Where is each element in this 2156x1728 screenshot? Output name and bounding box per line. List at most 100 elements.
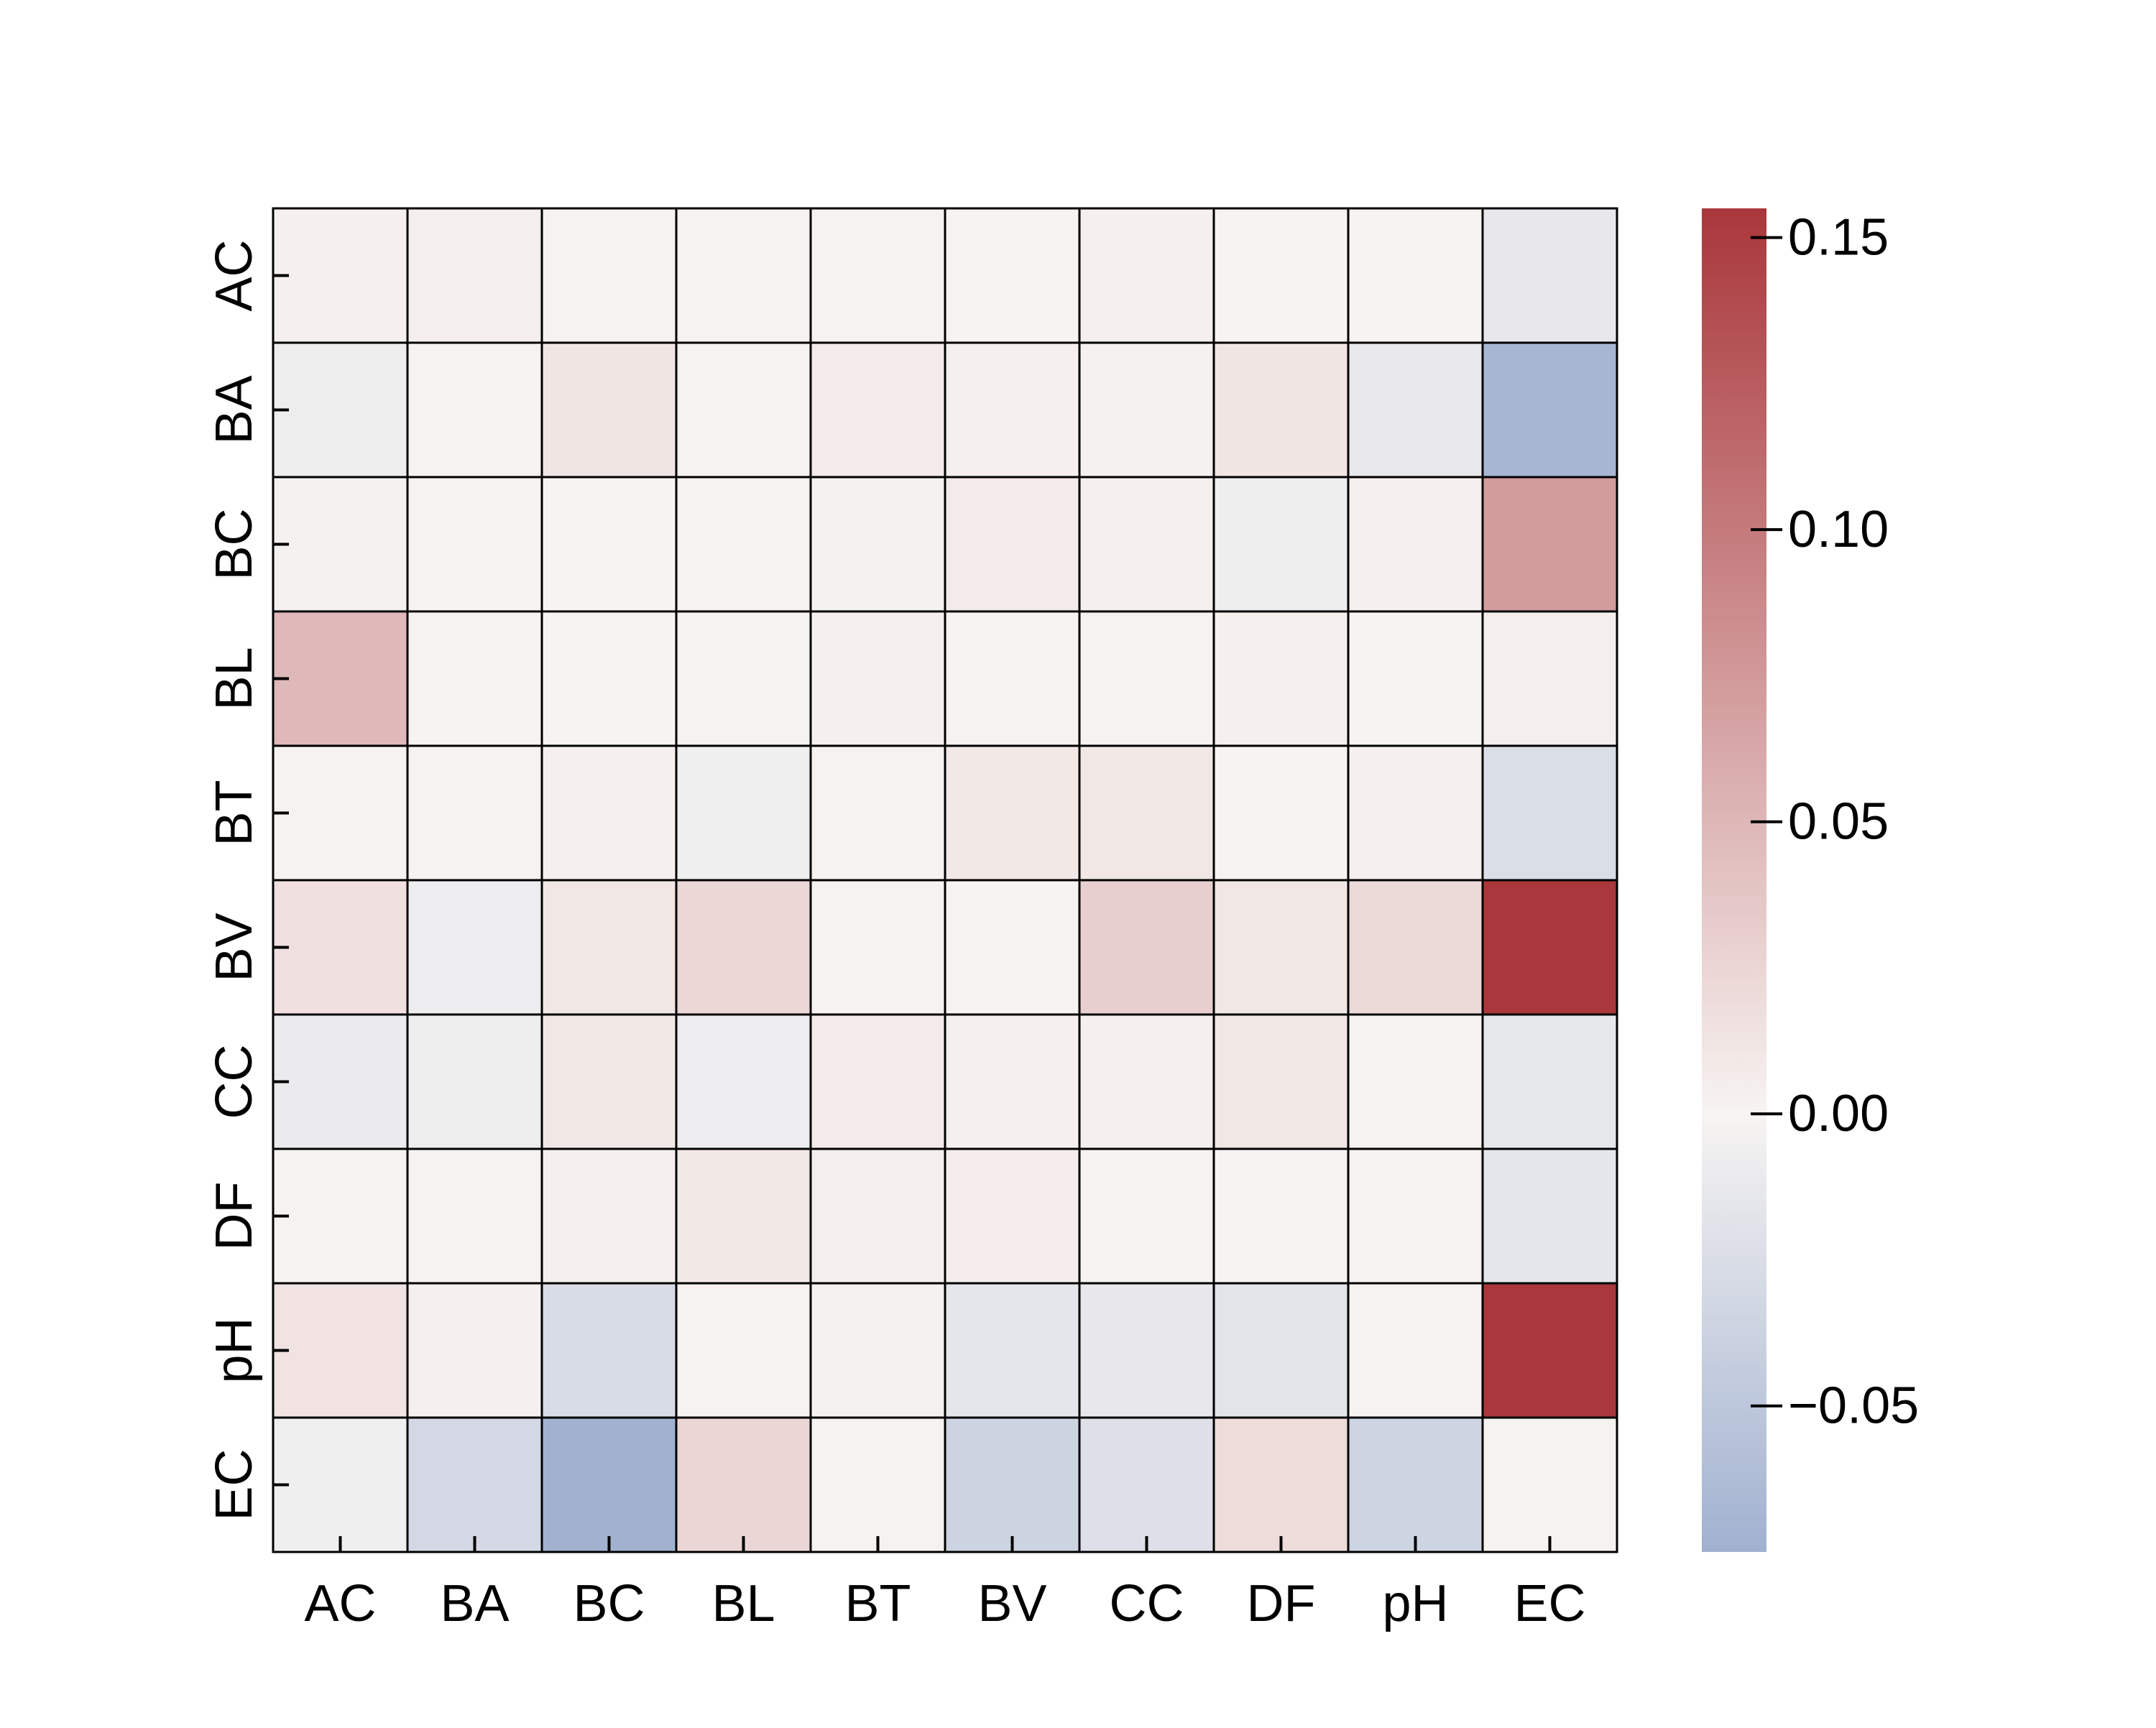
y-tick-label-BA: BA [206,375,263,444]
heatmap-cell-AC-AC [272,207,409,344]
heatmap-cell-BV-BT [809,879,946,1016]
y-tick-label-EC: EC [206,1449,263,1520]
heatmap-cell-BC-pH [1347,476,1484,613]
x-tick-label-BC: BC [573,1575,645,1632]
heatmap-cell-CC-AC [272,1013,409,1150]
x-axis: AC BA BC BL BT BV CC DF pH EC [304,1536,1586,1632]
colorbar-tick-label-4: 0.15 [1788,209,1889,267]
heatmap-cell-AC-BA [406,207,543,344]
heatmap-cell-EC-AC [272,1416,409,1553]
heatmap-cell-EC-BV [944,1416,1081,1553]
heatmap-cell-DF-DF [1212,1147,1350,1285]
x-tick-label-AC: AC [304,1575,376,1632]
heatmap-cell-BA-EC [1481,341,1618,479]
heatmap-cell-BA-AC [272,341,409,479]
heatmap-cell-BV-BC [540,879,678,1016]
heatmap-cell-EC-CC [1078,1416,1215,1553]
heatmap-cell-BA-BC [540,341,678,479]
heatmap-cell-pH-CC [1078,1282,1215,1419]
x-tick-label-CC: CC [1110,1575,1184,1632]
heatmap-cell-BL-CC [1078,610,1215,747]
colorbar-tick-label-3: 0.10 [1788,501,1889,558]
heatmap-cell-BA-BV [944,341,1081,479]
y-axis: AC BA BC BL BT BV CC DF pH EC [206,239,289,1521]
y-tick-label-BL: BL [206,647,263,710]
heatmap-cell-BV-pH [1347,879,1484,1016]
colorbar-gradient-bar [1702,208,1766,1552]
heatmap-cell-AC-DF [1212,207,1350,344]
heatmap-cell-BC-AC [272,476,409,613]
heatmap-cell-BV-DF [1212,879,1350,1016]
y-tick-label-pH: pH [206,1317,263,1383]
heatmap-cell-pH-DF [1212,1282,1350,1419]
heatmap-cell-BT-BA [406,744,543,882]
heatmap-cell-DF-AC [272,1147,409,1285]
heatmap-cell-BA-CC [1078,341,1215,479]
heatmap-cell-pH-BV [944,1282,1081,1419]
heatmap-cell-AC-EC [1481,207,1618,344]
heatmap-cell-BL-DF [1212,610,1350,747]
x-tick-label-BA: BA [440,1575,509,1632]
heatmap-cell-EC-BL [675,1416,812,1553]
heatmap-cell-BV-BL [675,879,812,1016]
heatmap-cell-CC-BL [675,1013,812,1150]
heatmap-cell-BT-BT [809,744,946,882]
y-tick-label-BT: BT [206,780,263,846]
x-tick-label-EC: EC [1514,1575,1585,1632]
heatmap-cell-BA-DF [1212,341,1350,479]
heatmap-cell-AC-BV [944,207,1081,344]
heatmap-cell-BC-BC [540,476,678,613]
heatmap-cell-CC-pH [1347,1013,1484,1150]
y-tick-label-DF: DF [206,1182,263,1251]
heatmap-cell-BL-BL [675,610,812,747]
heatmap-cells [272,207,1618,1553]
heatmap-cell-EC-pH [1347,1416,1484,1553]
heatmap-cell-DF-BL [675,1147,812,1285]
heatmap-cell-EC-BC [540,1416,678,1553]
heatmap-cell-DF-BV [944,1147,1081,1285]
heatmap-cell-BC-BL [675,476,812,613]
heatmap-cell-BT-CC [1078,744,1215,882]
heatmap-cell-pH-BL [675,1282,812,1419]
heatmap-cell-BC-BT [809,476,946,613]
heatmap-cell-AC-BT [809,207,946,344]
heatmap-cell-BV-BV [944,879,1081,1016]
colorbar-tick-label-2: 0.05 [1788,793,1889,851]
heatmap-cell-BC-BV [944,476,1081,613]
heatmap-cell-DF-CC [1078,1147,1215,1285]
heatmap-cell-DF-BA [406,1147,543,1285]
heatmap-cell-CC-CC [1078,1013,1215,1150]
heatmap-cell-CC-BA [406,1013,543,1150]
heatmap-cell-pH-EC [1481,1282,1618,1419]
heatmap-cell-BT-pH [1347,744,1484,882]
heatmap-cell-BT-BV [944,744,1081,882]
heatmap-cell-BC-EC [1481,476,1618,613]
heatmap-cell-BL-BC [540,610,678,747]
heatmap-cell-DF-EC [1481,1147,1618,1285]
heatmap-cell-AC-BC [540,207,678,344]
colorbar-tick-label-1: 0.00 [1788,1085,1889,1142]
x-tick-label-BV: BV [977,1575,1046,1632]
heatmap-cell-AC-pH [1347,207,1484,344]
heatmap-cell-CC-BC [540,1013,678,1150]
heatmap-cell-EC-BA [406,1416,543,1553]
heatmap-cell-BC-CC [1078,476,1215,613]
heatmap-cell-BC-DF [1212,476,1350,613]
heatmap-cell-pH-AC [272,1282,409,1419]
heatmap-cell-EC-DF [1212,1416,1350,1553]
heatmap-cell-DF-BC [540,1147,678,1285]
heatmap-cell-pH-pH [1347,1282,1484,1419]
x-tick-label-BT: BT [844,1575,911,1632]
heatmap-cell-BA-BA [406,341,543,479]
heatmap-cell-BT-BL [675,744,812,882]
colorbar-tick-label-0: −0.05 [1788,1377,1919,1435]
x-tick-label-DF: DF [1247,1575,1316,1632]
heatmap-cell-BT-DF [1212,744,1350,882]
y-tick-label-CC: CC [206,1045,263,1119]
heatmap-cell-BA-BL [675,341,812,479]
colorbar: −0.05 0.00 0.05 0.10 0.15 [1702,208,1919,1552]
heatmap-cell-AC-CC [1078,207,1215,344]
heatmap-cell-EC-BT [809,1416,946,1553]
heatmap-cell-BA-BT [809,341,946,479]
